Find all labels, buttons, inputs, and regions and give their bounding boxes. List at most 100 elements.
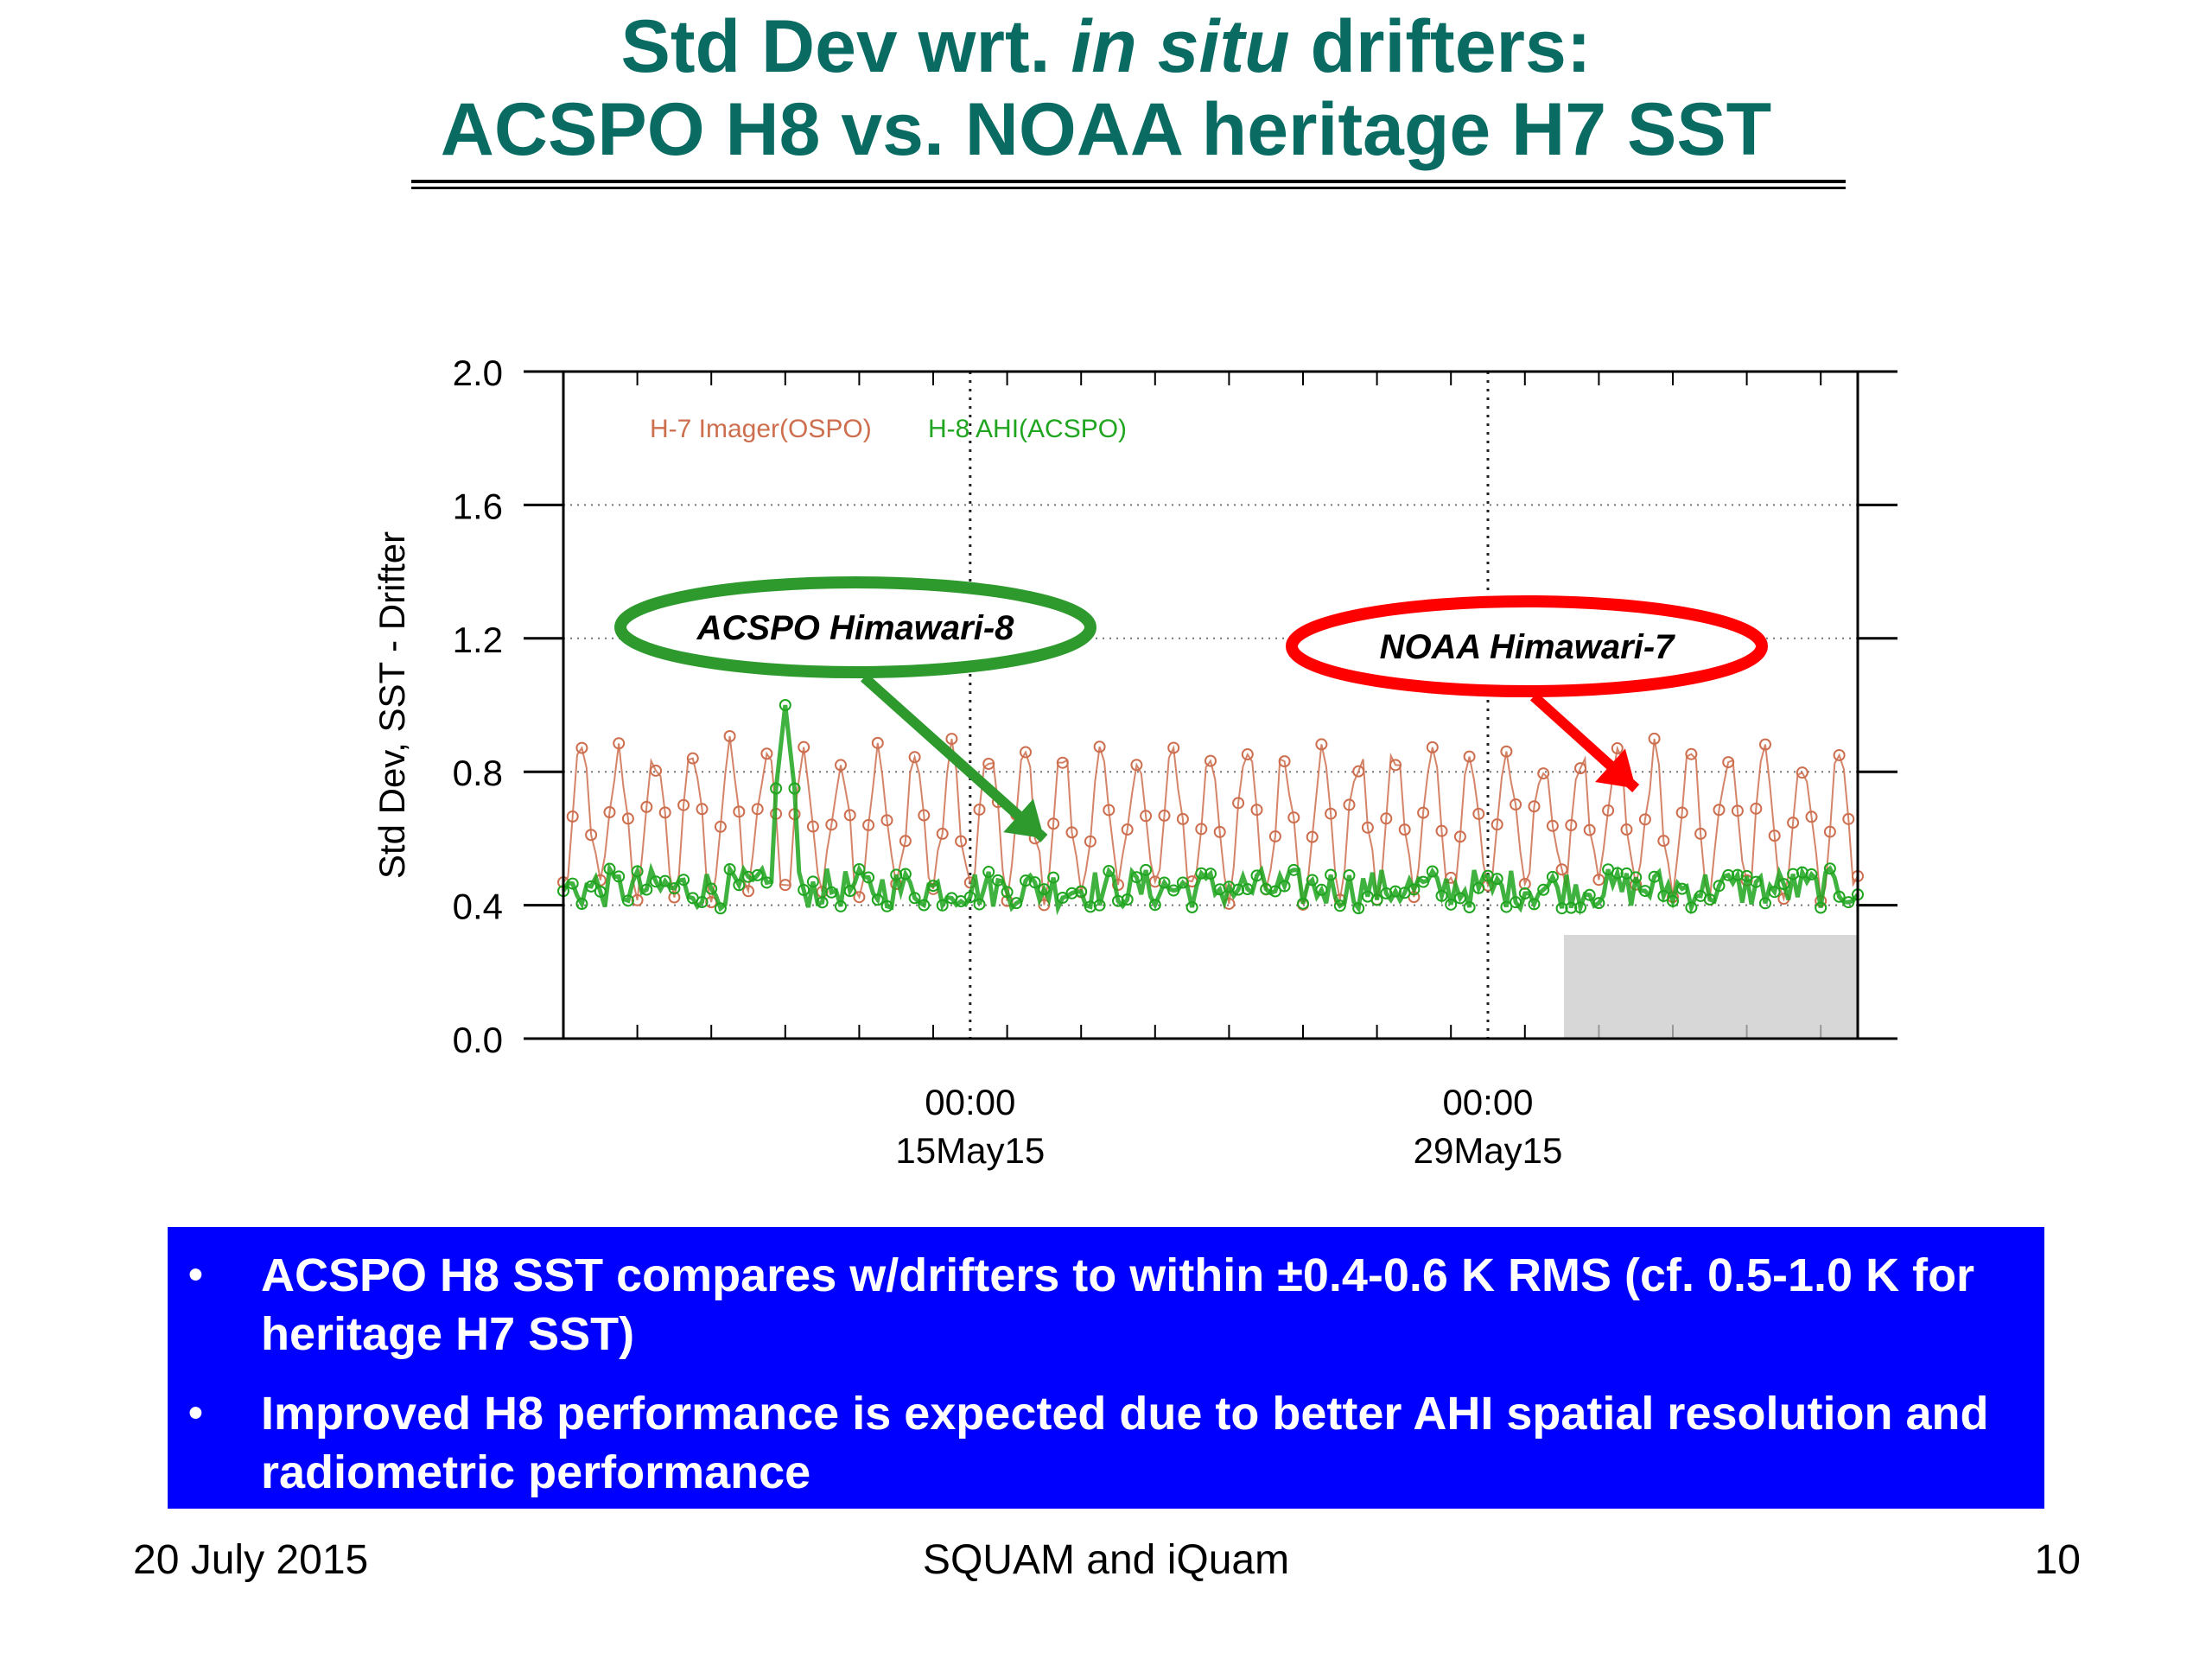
data-point	[1555, 863, 1568, 876]
data-point	[1112, 894, 1124, 907]
data-point	[1232, 883, 1245, 896]
data-point	[1352, 765, 1365, 778]
data-point	[1047, 871, 1060, 884]
title-line-1-post: drifters:	[1289, 5, 1592, 88]
data-point	[880, 814, 893, 827]
data-point	[806, 875, 819, 888]
data-point	[880, 899, 893, 912]
callout-arrowhead	[1595, 748, 1637, 789]
data-point	[1510, 798, 1522, 811]
title-line-1: Std Dev wrt. in situ drifters:	[0, 2, 2212, 92]
data-point	[658, 806, 671, 819]
data-point	[1592, 897, 1605, 910]
data-point	[963, 891, 976, 904]
data-point	[1537, 767, 1550, 780]
data-point	[1370, 893, 1383, 906]
data-point	[760, 876, 773, 889]
data-point	[1250, 804, 1263, 817]
summary-box: • ACSPO H8 SST compares w/drifters to wi…	[168, 1227, 2044, 1509]
data-point	[1694, 827, 1707, 840]
data-point	[1426, 741, 1439, 753]
data-point	[603, 806, 616, 819]
title-rule-secondary	[411, 187, 1846, 189]
data-point	[1315, 883, 1328, 896]
data-point	[631, 865, 644, 878]
data-point	[1833, 890, 1846, 903]
data-point	[1176, 812, 1189, 825]
data-point	[1278, 880, 1291, 893]
data-point	[1500, 900, 1513, 913]
x-tick-time-label: 00:00	[1442, 1082, 1533, 1122]
data-point	[1805, 810, 1818, 823]
data-point	[1333, 899, 1346, 912]
data-point	[1731, 868, 1744, 881]
data-point	[1435, 824, 1448, 837]
data-point	[1713, 880, 1726, 893]
series-line	[563, 735, 1859, 906]
data-point	[1703, 893, 1716, 906]
data-point	[1555, 902, 1568, 915]
data-point	[1075, 885, 1088, 898]
data-point	[1657, 835, 1670, 848]
data-point	[1297, 897, 1309, 910]
data-point	[1408, 883, 1421, 896]
data-point	[1638, 885, 1651, 898]
data-point	[613, 737, 626, 750]
data-point	[1648, 732, 1661, 745]
data-point	[1574, 901, 1586, 914]
data-point	[798, 883, 810, 896]
data-point	[1047, 817, 1060, 830]
data-point	[853, 891, 866, 904]
data-point	[1657, 889, 1670, 902]
y-tick-label: 0.4	[453, 887, 503, 927]
slide-number: 10	[2034, 1537, 2081, 1583]
data-point	[1065, 826, 1078, 839]
data-point	[714, 902, 727, 915]
data-point	[668, 891, 681, 904]
data-point	[1417, 806, 1430, 819]
data-point	[1398, 823, 1411, 836]
data-point	[945, 733, 958, 746]
callout-ellipse	[1286, 595, 1768, 697]
data-point	[1546, 819, 1559, 832]
data-point	[1815, 901, 1827, 914]
data-point	[1325, 868, 1338, 881]
data-point	[1176, 876, 1189, 889]
data-point	[621, 894, 634, 907]
data-point	[1685, 901, 1698, 914]
data-point	[1768, 886, 1781, 899]
data-point	[1675, 882, 1688, 895]
y-tick-label: 0.8	[453, 753, 503, 793]
data-point	[1796, 766, 1808, 779]
data-point	[603, 862, 616, 875]
data-point	[1722, 868, 1735, 881]
data-point	[1500, 745, 1513, 758]
data-point	[1140, 863, 1153, 876]
data-point	[1306, 874, 1319, 887]
data-point	[982, 757, 995, 770]
data-point	[1546, 870, 1559, 883]
data-point	[1472, 807, 1485, 820]
data-point	[1611, 867, 1624, 880]
data-point	[825, 886, 838, 899]
data-point	[1306, 830, 1319, 843]
footer-title: SQUAM and iQuam	[922, 1537, 1290, 1583]
bullet-2-text: Improved H8 performance is expected due …	[261, 1388, 1989, 1498]
data-point	[1518, 887, 1531, 900]
data-point	[936, 899, 949, 912]
data-point	[918, 809, 931, 822]
data-point	[696, 803, 709, 816]
data-point	[1759, 738, 1771, 751]
data-point	[1740, 869, 1753, 882]
y-tick-label: 1.6	[453, 486, 503, 526]
data-point	[1241, 883, 1254, 896]
data-point	[862, 818, 875, 831]
data-point	[1805, 868, 1818, 880]
data-point	[918, 899, 931, 912]
data-point	[640, 800, 653, 813]
x-tick-time-label: 00:00	[925, 1082, 1015, 1122]
data-point	[1602, 804, 1615, 817]
std-dev-chart: 0.0 0.4 0.8 1.2 1.6 2.0 Std Dev, SST - Drifter…	[372, 353, 1897, 1171]
data-point	[631, 893, 644, 906]
data-point	[1195, 823, 1208, 836]
